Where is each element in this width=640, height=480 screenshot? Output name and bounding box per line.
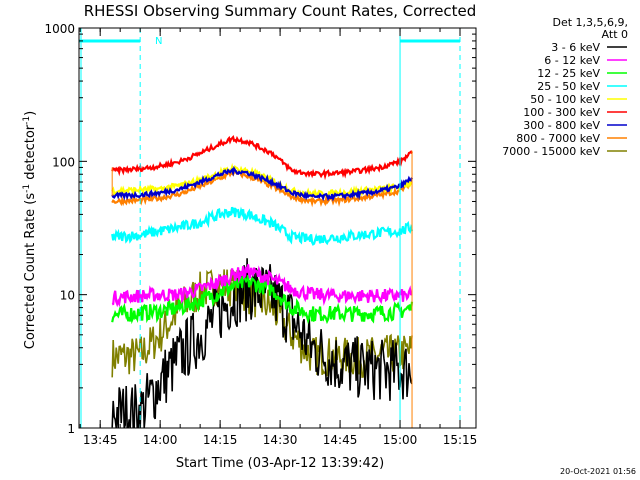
series-line (111, 169, 413, 208)
x-tick-label: 14:15 (203, 433, 238, 447)
series-line (111, 258, 413, 428)
series-line (111, 269, 413, 379)
y-tick-label: 10 (60, 289, 75, 303)
x-tick-label: 13:45 (83, 433, 118, 447)
y-tick-label: 1 (67, 422, 75, 436)
legend-label: 12 - 25 keV (537, 67, 600, 80)
night-flag: N (79, 28, 461, 428)
y-tick-label: 100 (52, 155, 75, 169)
series-line (111, 206, 414, 246)
series-line (111, 264, 413, 308)
legend-label: 3 - 6 keV (551, 41, 600, 54)
y-axis-label-sup1: -1 (22, 184, 32, 193)
legend-label: 6 - 12 keV (544, 54, 600, 67)
y-axis: 1 10 100 1000 (44, 22, 476, 436)
legend-label: 25 - 50 keV (537, 80, 600, 93)
x-tick-label: 15:15 (443, 433, 478, 447)
legend-label: 100 - 300 keV (523, 106, 600, 119)
y-axis-label-sup2: -1 (22, 116, 32, 125)
x-tick-label: 15:00 (383, 433, 418, 447)
x-axis: 13:45 14:00 14:15 14:30 14:45 15:00 15:15 (79, 28, 478, 447)
x-tick-label: 14:30 (263, 433, 298, 447)
legend-label: 50 - 100 keV (530, 93, 600, 106)
y-tick-label: 1000 (44, 22, 75, 36)
series-line (111, 162, 413, 199)
legend-header-line2: Att 0 (602, 28, 628, 41)
y-axis-label-main: Corrected Count Rate (s (23, 193, 38, 350)
series-line (111, 135, 413, 181)
legend-label: 800 - 7000 keV (516, 132, 600, 145)
legend-label: 300 - 800 keV (523, 119, 600, 132)
x-tick-label: 14:45 (323, 433, 358, 447)
series-layer (111, 135, 414, 428)
y-axis-label-mid: detector (23, 124, 38, 184)
y-axis-label-end: ) (23, 111, 38, 116)
series-line (111, 165, 414, 202)
plot-frame (78, 27, 477, 429)
x-axis-label: Start Time (03-Apr-12 13:39:42) (176, 456, 384, 471)
legend-label: 7000 - 15000 keV (502, 145, 600, 158)
chart-title: RHESSI Observing Summary Count Rates, Co… (84, 2, 477, 20)
legend-header-line1: Det 1,3,5,6,9, (552, 16, 628, 29)
footer-date: 20-Oct-2021 01:56 (560, 467, 636, 476)
x-tick-label: 14:00 (143, 433, 178, 447)
night-flag-label: N (155, 36, 162, 47)
y-axis-label: Corrected Count Rate (s-1 detector-1) (22, 111, 38, 349)
